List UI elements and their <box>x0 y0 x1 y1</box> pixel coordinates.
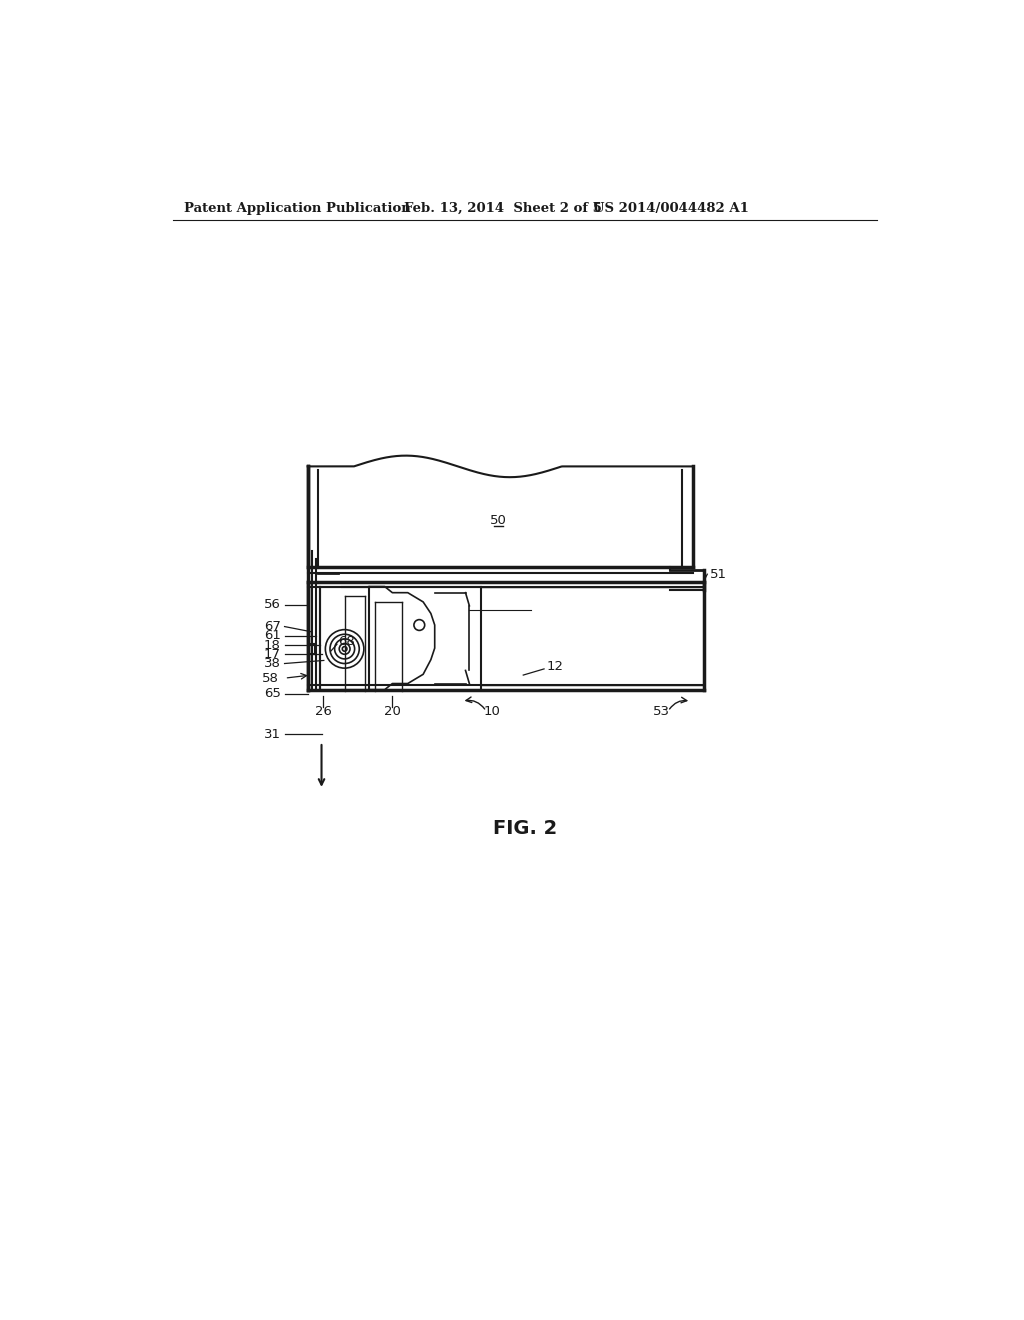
Text: 65: 65 <box>264 686 281 700</box>
Text: 26: 26 <box>314 705 332 718</box>
Text: 68: 68 <box>339 635 355 648</box>
Text: 20: 20 <box>384 705 400 718</box>
Text: 53: 53 <box>653 705 671 718</box>
Text: Patent Application Publication: Patent Application Publication <box>184 202 412 215</box>
Text: 58: 58 <box>261 672 279 685</box>
Text: 51: 51 <box>710 568 727 581</box>
Text: 10: 10 <box>484 705 501 718</box>
Text: 18: 18 <box>264 639 281 652</box>
Text: US 2014/0044482 A1: US 2014/0044482 A1 <box>593 202 749 215</box>
Text: 61: 61 <box>264 630 281 643</box>
Text: 38: 38 <box>264 657 281 671</box>
Text: 17: 17 <box>264 648 281 661</box>
Text: 50: 50 <box>490 513 507 527</box>
Text: 67: 67 <box>264 620 281 634</box>
Text: 56: 56 <box>264 598 281 611</box>
Text: Feb. 13, 2014  Sheet 2 of 5: Feb. 13, 2014 Sheet 2 of 5 <box>403 202 602 215</box>
Text: FIG. 2: FIG. 2 <box>493 818 557 838</box>
Text: 31: 31 <box>264 727 281 741</box>
Text: 12: 12 <box>547 660 563 673</box>
